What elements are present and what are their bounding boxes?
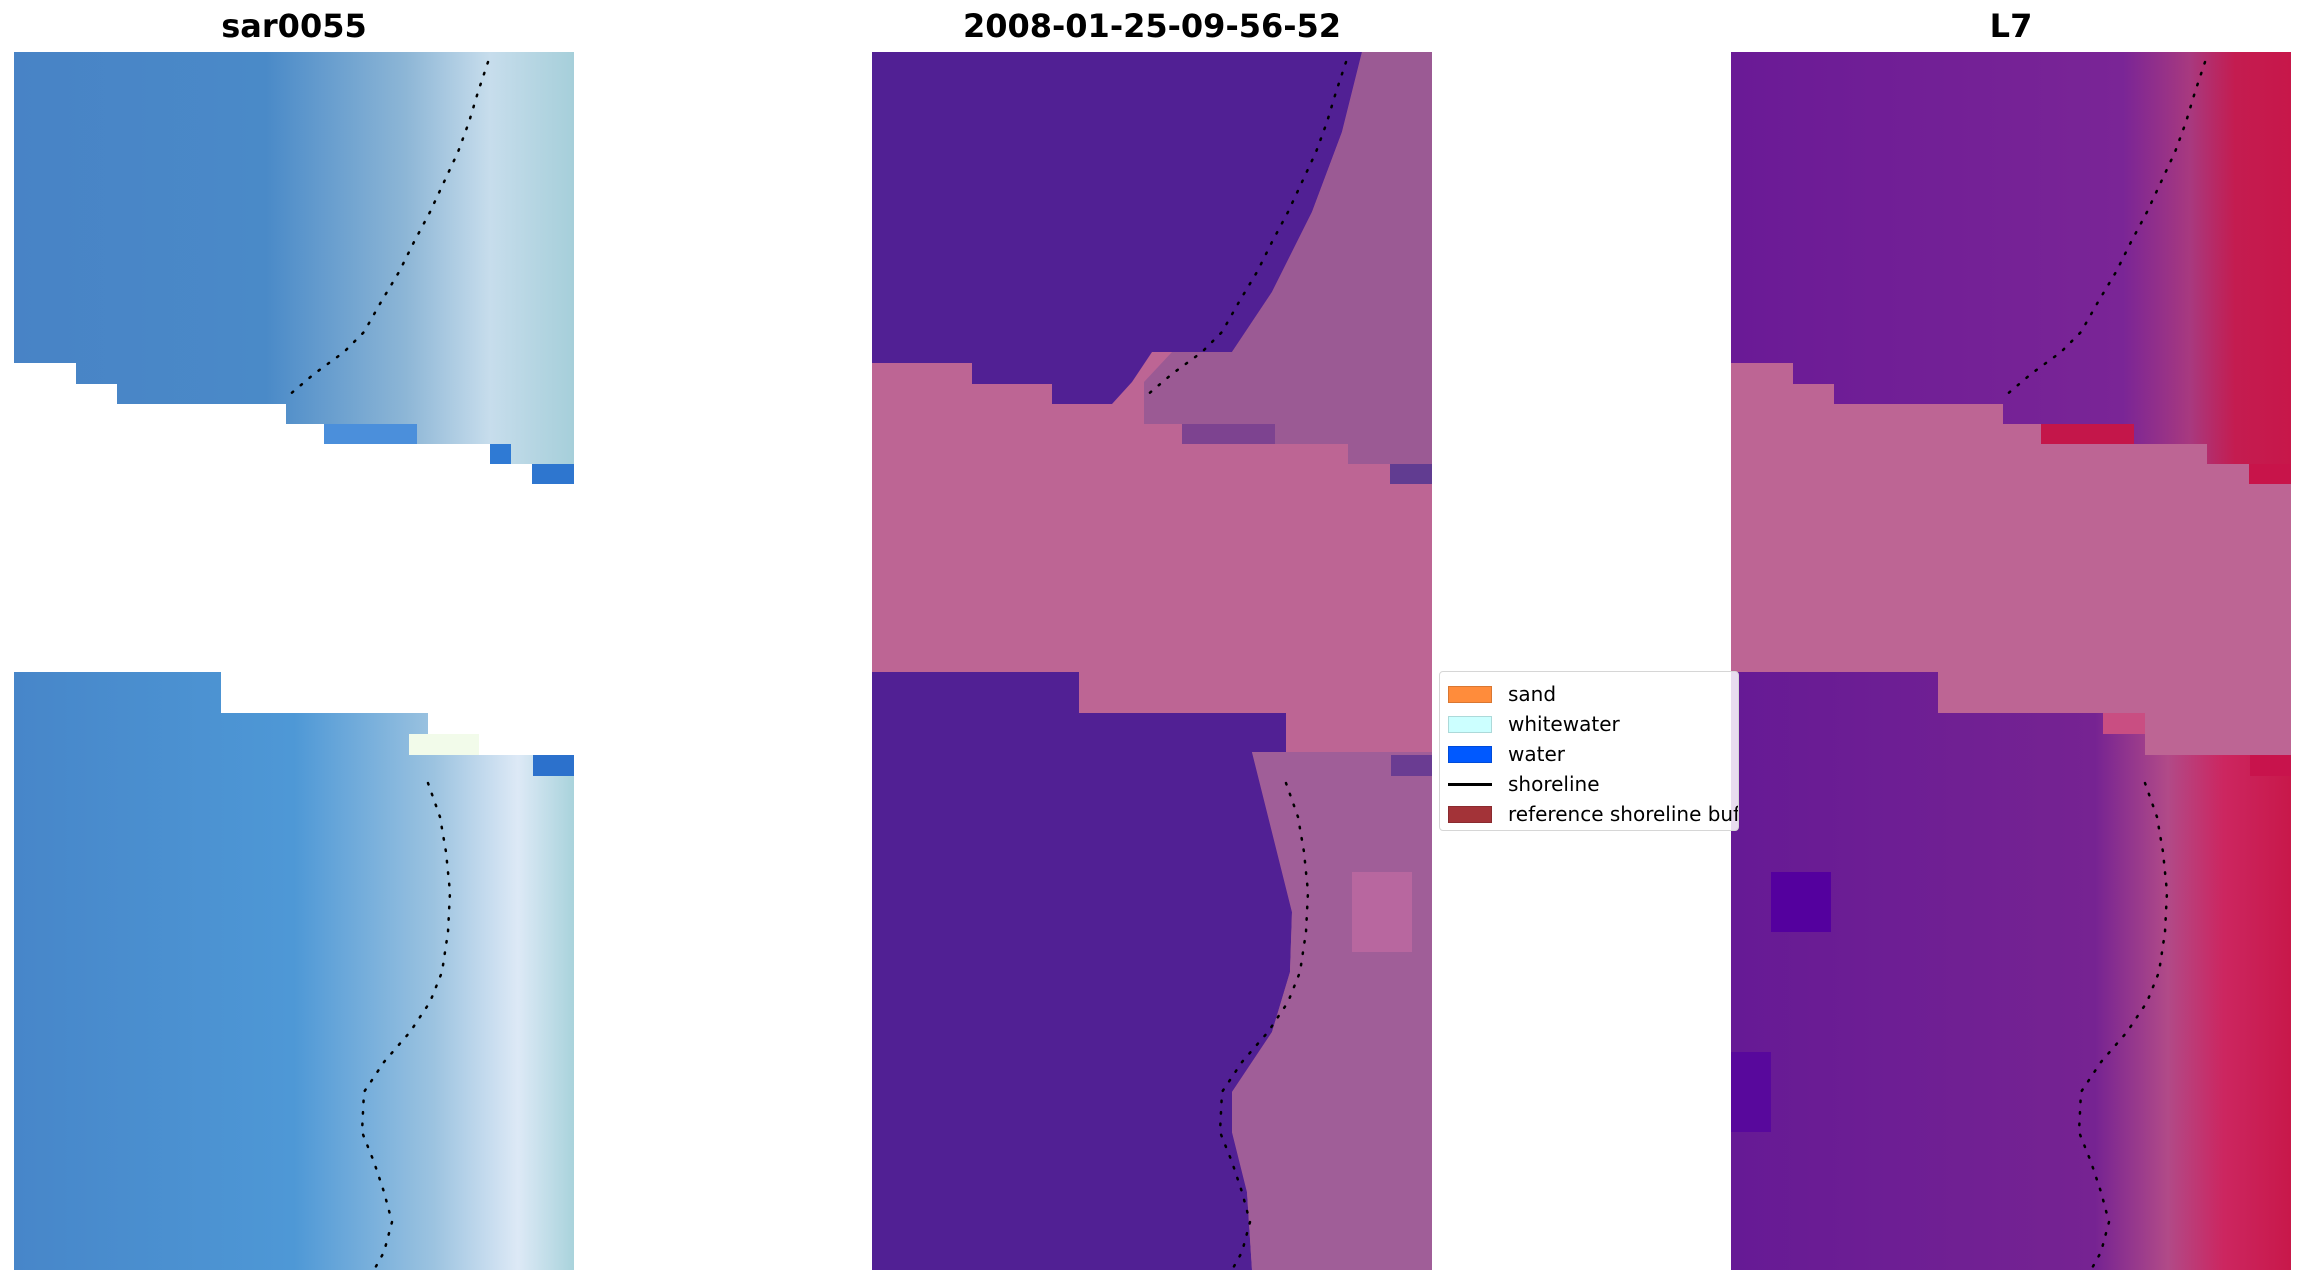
legend-swatch-shoreline [1448,782,1492,786]
legend-swatch-sand [1448,685,1492,703]
legend-swatch-reference-buffer [1448,805,1492,823]
legend-label-whitewater: whitewater [1508,712,1620,736]
mndwi-image [1731,52,2291,1270]
panel-title-classified: 2008-01-25-09-56-52 [962,7,1342,45]
legend-item-sand: sand [1448,680,1556,708]
panel-title-rgb: sar0055 [221,7,367,45]
shoreline-rgb-top [286,60,490,398]
shoreline-rgb-bottom [360,781,452,1270]
legend-label-reference-buffer: reference shoreline buffer [1508,802,1739,826]
panel-title-mndwi: L7 [1989,7,2033,45]
rgb-image [14,52,574,1270]
legend-label-water: water [1508,742,1565,766]
legend-label-sand: sand [1508,682,1557,706]
shoreline-mndwi-bottom [2077,781,2169,1270]
shoreline-classified-top [1144,60,1348,398]
rgb-image-panel [14,52,574,1270]
legend: sand whitewater water shoreline referenc… [1439,671,1739,831]
mndwi-image-panel [1731,52,2291,1270]
legend-swatch-water [1448,745,1492,763]
legend-swatch-whitewater [1448,715,1492,733]
classified-image-panel [872,52,1432,1270]
shoreline-mndwi-top [2003,60,2207,398]
classified-image [872,52,1432,1270]
legend-label-shoreline: shoreline [1508,772,1600,796]
shoreline-classified-bottom [1218,781,1310,1270]
legend-item-shoreline: shoreline [1448,770,1600,798]
legend-item-water: water [1448,740,1565,768]
legend-item-reference-buffer: reference shoreline buffer [1448,800,1739,828]
legend-item-whitewater: whitewater [1448,710,1620,738]
